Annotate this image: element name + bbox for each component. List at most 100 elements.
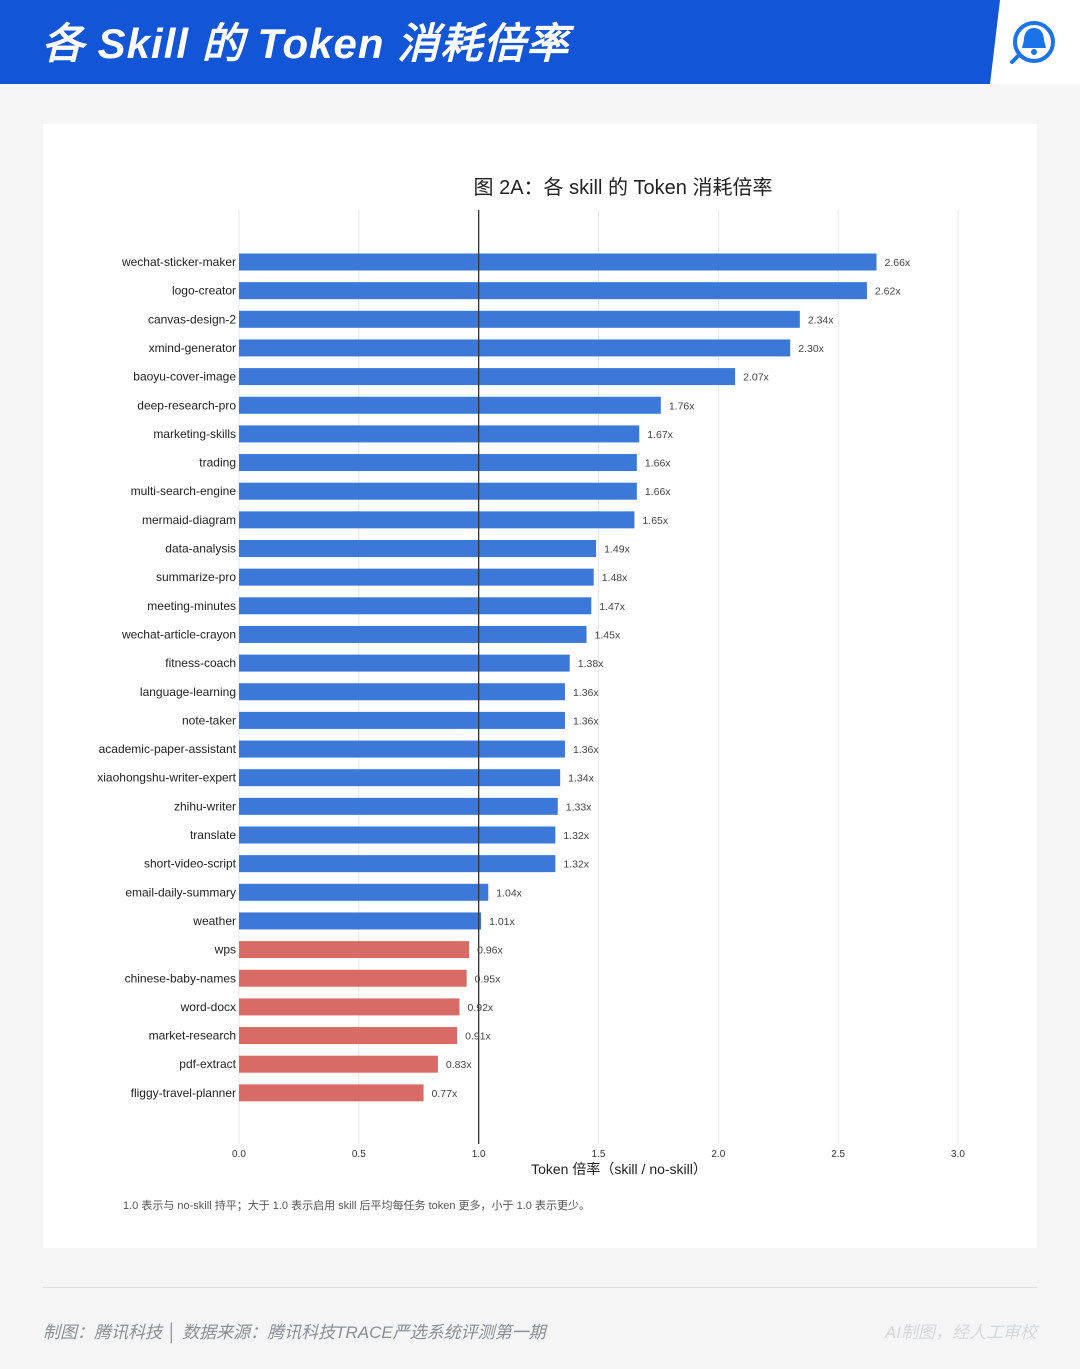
bar: [239, 711, 565, 729]
bar: [239, 511, 635, 529]
page-title: 各 Skill 的 Token 消耗倍率: [42, 20, 570, 67]
footer-disclaimer: AI制图，经人工审校: [884, 1323, 1037, 1342]
data-label: 1.47x: [599, 601, 625, 613]
data-label: 1.04x: [496, 887, 522, 899]
data-label: 1.66x: [645, 458, 671, 470]
bar: [239, 454, 637, 472]
data-label: 0.96x: [477, 945, 503, 957]
tencent-news-logo-icon: [1010, 21, 1055, 64]
bar: [239, 912, 482, 930]
bar: [239, 826, 556, 844]
category-label: wechat-article-crayon: [121, 627, 236, 641]
x-axis-label: Token 倍率（skill / no-skill）: [531, 1161, 707, 1177]
bar: [239, 625, 587, 643]
bar: [239, 683, 565, 701]
bar: [239, 1084, 424, 1102]
x-tick-label: 1.5: [592, 1149, 606, 1160]
category-label: canvas-design-2: [148, 312, 236, 326]
x-tick-label: 2.5: [831, 1149, 845, 1160]
bar: [239, 253, 877, 271]
data-label: 1.76x: [669, 400, 695, 412]
bar: [239, 855, 556, 873]
header-banner: [0, 0, 1000, 84]
bar: [239, 310, 800, 328]
data-label: 1.49x: [604, 544, 630, 556]
bar: [239, 883, 489, 901]
category-label: baoyu-cover-image: [133, 370, 236, 384]
data-label: 1.38x: [578, 658, 604, 670]
grid-lines: [238, 210, 959, 1144]
data-label: 0.92x: [467, 1002, 493, 1014]
data-label: 2.62x: [875, 286, 901, 298]
x-tick-label: 1.0: [472, 1149, 486, 1160]
bar: [239, 396, 661, 414]
data-label: 0.91x: [465, 1031, 491, 1043]
x-tick-label: 0.0: [232, 1149, 246, 1160]
category-label: mermaid-diagram: [142, 513, 236, 527]
category-label: pdf-extract: [179, 1057, 236, 1071]
bar: [239, 769, 561, 787]
data-label: 1.48x: [602, 572, 628, 584]
chart-title: 图 2A：各 skill 的 Token 消耗倍率: [474, 176, 773, 199]
category-label: translate: [190, 828, 236, 842]
data-label: 2.30x: [798, 343, 824, 355]
bar: [239, 339, 791, 357]
category-label: logo-creator: [172, 284, 236, 298]
category-label: wps: [214, 943, 236, 957]
chart-note: 1.0 表示与 no-skill 持平；大于 1.0 表示启用 skill 后平…: [123, 1198, 590, 1212]
category-label: xiaohongshu-writer-expert: [97, 771, 236, 785]
data-label: 0.83x: [446, 1059, 472, 1071]
data-label: 0.77x: [432, 1088, 458, 1100]
category-label: summarize-pro: [156, 570, 236, 584]
bars: [239, 253, 877, 1102]
category-label: marketing-skills: [153, 427, 236, 441]
category-label: deep-research-pro: [137, 398, 236, 412]
category-label: note-taker: [182, 713, 236, 727]
bar: [239, 425, 640, 443]
category-label: trading: [199, 456, 236, 470]
data-label: 1.66x: [645, 486, 671, 498]
data-label: 1.32x: [563, 859, 589, 871]
category-label: market-research: [149, 1029, 236, 1043]
data-label: 2.34x: [808, 314, 834, 326]
footer-credit: 制图：腾讯科技 │ 数据来源：腾讯科技TRACE严选系统评测第一期: [43, 1323, 546, 1342]
bar: [239, 941, 470, 959]
footer-divider: [43, 1287, 1037, 1288]
bar: [239, 1027, 458, 1045]
category-label: word-docx: [180, 1000, 236, 1014]
bar: [239, 540, 597, 557]
bar: [239, 969, 467, 987]
category-label: meeting-minutes: [147, 599, 236, 613]
category-label: fliggy-travel-planner: [131, 1086, 236, 1100]
category-label: xmind-generator: [149, 341, 236, 355]
category-label: multi-search-engine: [131, 484, 237, 498]
bar: [239, 482, 637, 500]
bar: [239, 568, 594, 586]
category-label: chinese-baby-names: [125, 971, 236, 985]
bar: [239, 368, 736, 386]
bar: [239, 597, 592, 615]
data-label: 1.01x: [489, 916, 515, 928]
data-label: 1.34x: [568, 773, 594, 785]
data-label: 1.32x: [563, 830, 589, 842]
data-label: 2.07x: [743, 372, 769, 384]
category-label: wechat-sticker-maker: [121, 255, 236, 269]
data-label: 1.36x: [573, 744, 599, 756]
data-label: 1.65x: [642, 515, 668, 527]
category-label: language-learning: [140, 685, 236, 699]
bar: [239, 740, 565, 758]
category-label: academic-paper-assistant: [99, 742, 237, 756]
x-tick-label: 0.5: [352, 1149, 366, 1160]
bar: [239, 282, 867, 300]
bar: [239, 998, 460, 1016]
data-label: 1.45x: [595, 629, 621, 641]
data-label: 1.36x: [573, 715, 599, 727]
category-label: zhihu-writer: [174, 799, 236, 813]
data-label: 2.66x: [885, 257, 911, 269]
category-label: short-video-script: [144, 857, 237, 871]
bar: [239, 654, 570, 672]
category-label: weather: [192, 914, 236, 928]
category-label: email-daily-summary: [125, 885, 236, 899]
chart-card: 0.0 0.5 1.0 1.5 2.0 2.5 3.0 wechat-sticker-make…: [43, 124, 1037, 1248]
x-tick-label: 2.0: [711, 1149, 725, 1160]
